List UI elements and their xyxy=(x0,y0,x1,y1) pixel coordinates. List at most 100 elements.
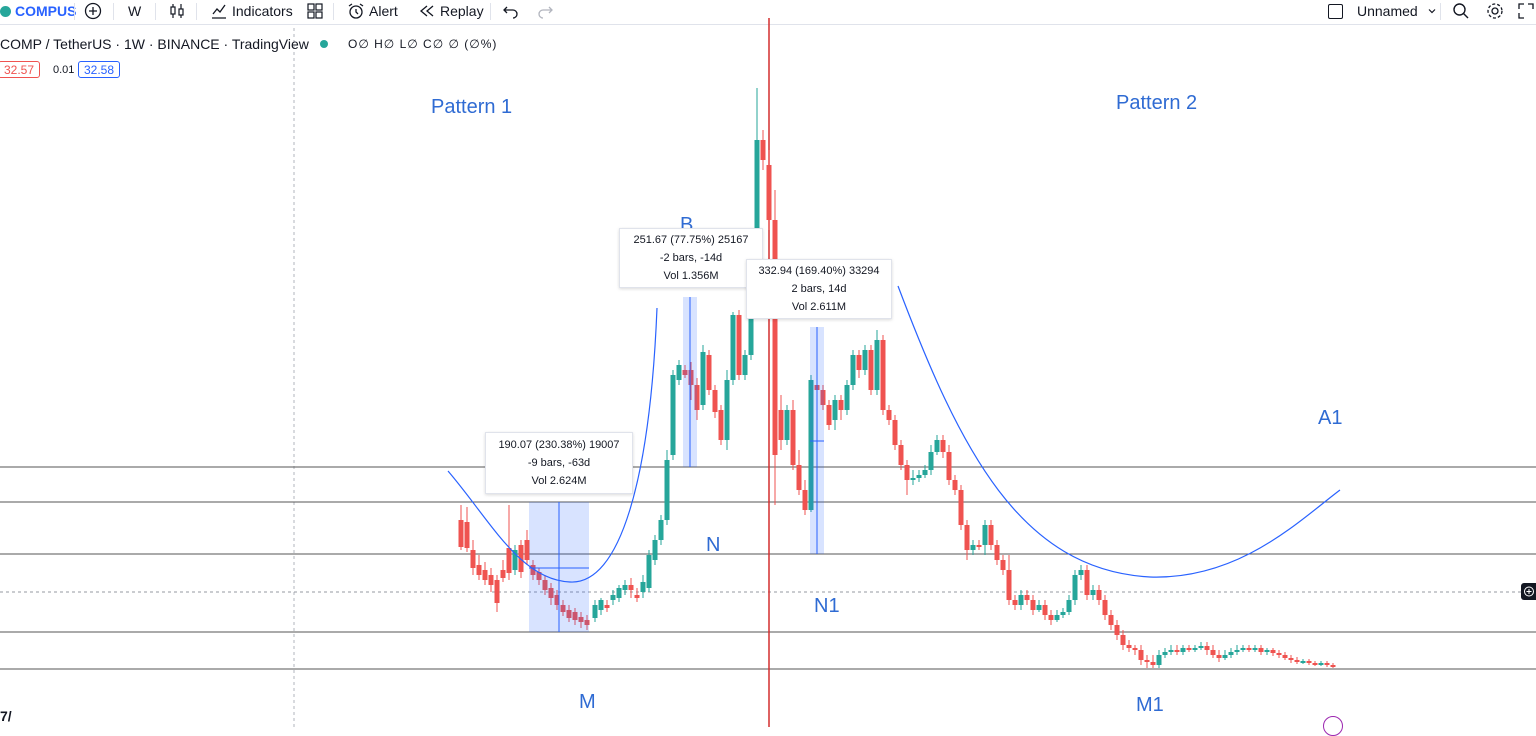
candle-body xyxy=(604,605,610,608)
candle-body xyxy=(1162,652,1168,655)
candle-body xyxy=(658,520,664,540)
candle-body xyxy=(476,565,482,575)
candle-body xyxy=(1024,595,1030,600)
candle xyxy=(1012,595,1018,610)
candle-body xyxy=(736,315,742,375)
candle xyxy=(1288,655,1294,663)
candle-body xyxy=(1126,645,1132,648)
candle xyxy=(494,575,500,612)
candle-body xyxy=(1234,650,1240,652)
candle xyxy=(742,350,748,380)
candle xyxy=(1174,645,1180,655)
candle-body xyxy=(524,540,530,560)
rewind-icon xyxy=(419,5,434,17)
lightning-icon[interactable] xyxy=(1323,716,1343,736)
candle-body xyxy=(458,520,464,547)
candle xyxy=(868,345,874,395)
redo-button[interactable] xyxy=(537,0,553,22)
candle-body xyxy=(1108,615,1114,625)
candle xyxy=(646,550,652,592)
indicators-button[interactable]: Indicators xyxy=(210,0,293,22)
symbol-search-button[interactable]: COMPUS xyxy=(0,0,76,22)
candle-body xyxy=(682,370,688,375)
buy-price-button[interactable]: 32.58 xyxy=(78,61,121,78)
candle xyxy=(922,465,928,478)
candle xyxy=(1000,555,1006,575)
candle-body xyxy=(730,315,736,380)
settings-button[interactable] xyxy=(1486,0,1504,22)
candle-body xyxy=(868,350,874,390)
candle-body xyxy=(1294,660,1300,662)
candle xyxy=(994,540,1000,565)
n1-label[interactable]: N1 xyxy=(814,595,840,617)
candle xyxy=(1216,650,1222,662)
candle xyxy=(482,562,488,585)
candle-body xyxy=(512,550,518,570)
candle xyxy=(904,460,910,495)
chart-type-button[interactable] xyxy=(169,0,185,22)
candle-body xyxy=(634,595,640,598)
candle-body xyxy=(778,410,784,440)
candle xyxy=(1252,645,1258,652)
candle xyxy=(1150,655,1156,668)
candle xyxy=(976,540,982,550)
m-label[interactable]: M xyxy=(579,691,596,713)
compare-button[interactable] xyxy=(84,0,102,22)
n-label[interactable]: N xyxy=(706,534,721,556)
candle xyxy=(1030,595,1036,615)
candle-body xyxy=(850,355,856,385)
candle xyxy=(578,612,584,628)
candle-body xyxy=(742,355,748,375)
candle xyxy=(536,568,542,585)
candle-body xyxy=(536,572,542,580)
market-status-dot xyxy=(320,40,328,48)
alert-button[interactable]: Alert xyxy=(347,0,398,22)
candle-body xyxy=(482,570,488,580)
candle xyxy=(700,345,706,410)
candle xyxy=(584,615,590,630)
candle xyxy=(1024,590,1030,605)
a1-label[interactable]: A1 xyxy=(1318,407,1343,429)
candle xyxy=(730,312,736,385)
layouts-button[interactable] xyxy=(307,0,323,22)
layout-name-button[interactable]: Unnamed xyxy=(1328,0,1438,22)
candle xyxy=(640,575,646,598)
ohlc-values: O∅ H∅ L∅ C∅ ∅ (∅%) xyxy=(348,37,498,51)
candle-body xyxy=(1138,650,1144,660)
candle-body xyxy=(664,460,670,520)
candle-body xyxy=(718,410,724,440)
candle-body xyxy=(1318,663,1324,665)
m1-label[interactable]: M1 xyxy=(1136,694,1164,716)
candle-body xyxy=(922,470,928,475)
candle-body xyxy=(1288,658,1294,660)
candle xyxy=(1066,595,1072,615)
candle xyxy=(964,520,970,560)
candle-body xyxy=(1216,655,1222,658)
candle-body xyxy=(772,220,778,455)
search-button[interactable] xyxy=(1452,0,1470,22)
tradingview-logo-icon: 7/ xyxy=(0,708,12,724)
candle-body xyxy=(700,352,706,405)
add-horizontal-line-button[interactable] xyxy=(1521,583,1536,600)
candle xyxy=(808,375,814,512)
candle xyxy=(952,475,958,495)
candle xyxy=(476,555,482,580)
candle-body xyxy=(826,405,832,425)
interval-button[interactable]: W xyxy=(128,3,142,19)
fullscreen-button[interactable] xyxy=(1518,0,1534,22)
candle xyxy=(1048,610,1054,625)
candle xyxy=(784,405,790,445)
candle xyxy=(592,600,598,622)
pattern1-label[interactable]: Pattern 1 xyxy=(431,96,513,118)
candle xyxy=(766,150,772,230)
undo-button[interactable] xyxy=(503,0,519,22)
candle xyxy=(1168,645,1174,655)
candle xyxy=(560,600,566,616)
candle-body xyxy=(560,605,566,612)
replay-button[interactable]: Replay xyxy=(418,0,484,22)
sell-price-button[interactable]: 32.57 xyxy=(0,61,41,78)
candle xyxy=(694,378,700,420)
candle-body xyxy=(1330,665,1336,667)
pattern2-label[interactable]: Pattern 2 xyxy=(1116,92,1198,114)
